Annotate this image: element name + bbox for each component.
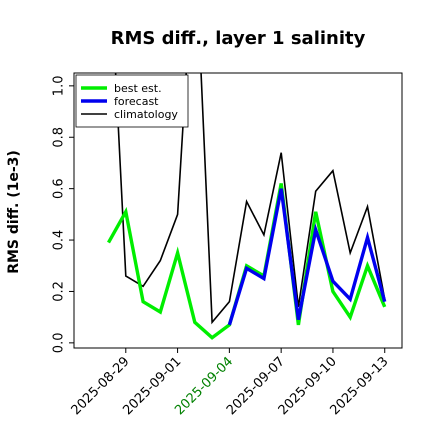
plot-frame [73, 72, 403, 349]
y-tick-label: 0.2 [52, 281, 67, 302]
y-tick-label: 0.6 [52, 178, 67, 199]
x-axis: 2025-08-292025-09-012025-09-042025-09-07… [69, 348, 392, 418]
y-tick-label: 0.4 [52, 230, 67, 251]
y-tick-label: 0.8 [52, 127, 67, 148]
y-axis-label: RMS diff. (1e-3) [6, 150, 22, 274]
legend-label: climatology [114, 108, 178, 121]
series-line-climatology [114, 73, 386, 325]
legend-label: forecast [114, 95, 159, 108]
y-tick-label: 0.0 [52, 333, 67, 354]
chart-title: RMS diff., layer 1 salinity [111, 28, 366, 49]
y-tick-label: 1.0 [52, 76, 67, 97]
series-line-forecast [227, 188, 387, 326]
series-line-best-est [107, 183, 387, 340]
y-axis: 0.0 0.2 0.4 0.6 0.8 1.0 [52, 76, 74, 354]
legend-label: best est. [114, 82, 162, 95]
series-layer [107, 73, 387, 340]
